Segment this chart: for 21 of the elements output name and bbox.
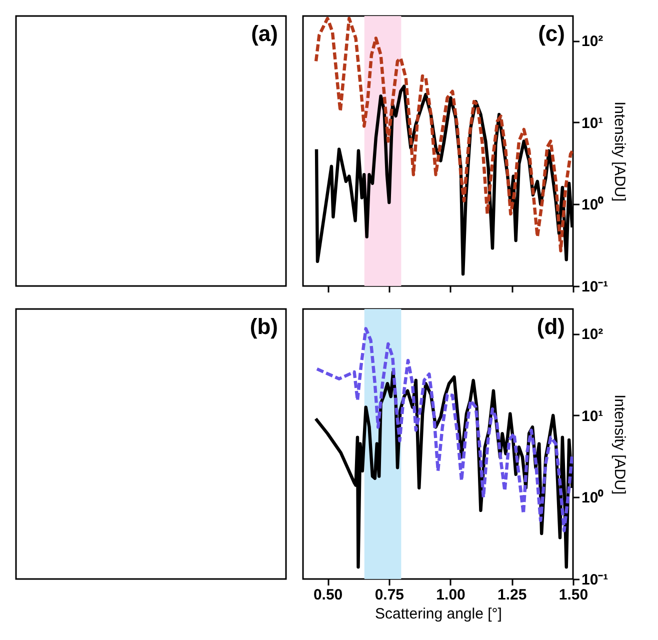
y-axis-title: Intensity [ADU] xyxy=(611,394,628,495)
y-tick-label: 10² xyxy=(582,326,604,344)
y-tick-label: 10⁰ xyxy=(582,488,604,507)
annotation: (c) xyxy=(538,21,565,46)
text: (a) xyxy=(251,21,278,46)
x-tick-label: 0.50 xyxy=(313,586,343,604)
annotation: (d) xyxy=(536,314,565,339)
text: (b) xyxy=(250,314,278,339)
line-series xyxy=(314,16,573,252)
y-tick-label: 10⁰ xyxy=(582,196,604,214)
x-tick-label: 1.25 xyxy=(498,586,527,604)
y-axis-title: Intensity [ADU] xyxy=(611,101,628,202)
y-tick-label: 10¹ xyxy=(582,408,604,425)
y-tick-label: 10⁻¹ xyxy=(582,572,608,588)
y-tick-label: 10² xyxy=(582,33,604,50)
x-tick-label: 1.50 xyxy=(558,586,588,604)
x-tick-label: 0.75 xyxy=(374,586,404,604)
x-tick-label: 1.00 xyxy=(436,586,466,604)
y-tick-label: 10¹ xyxy=(582,114,604,132)
x-axis-title: Scattering angle [°] xyxy=(375,606,502,622)
y-tick-label: 10⁻¹ xyxy=(582,278,608,296)
